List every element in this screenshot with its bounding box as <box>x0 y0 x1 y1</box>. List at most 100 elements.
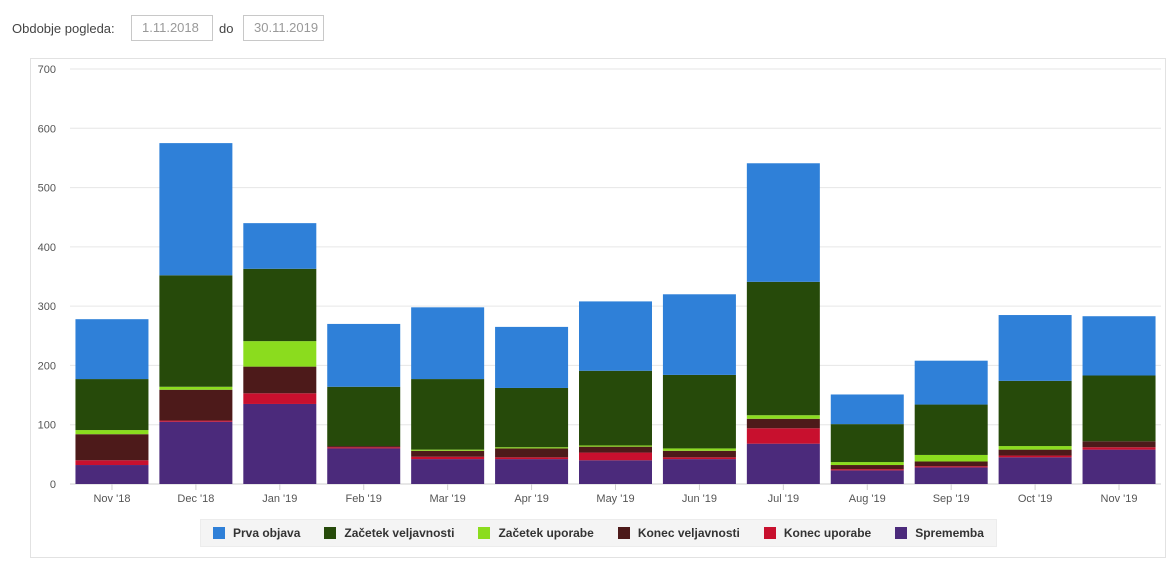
legend-item[interactable]: Začetek uporabe <box>478 526 594 540</box>
bar-segment[interactable] <box>411 459 485 484</box>
bar-segment[interactable] <box>243 366 317 394</box>
bar-segment[interactable] <box>243 341 317 367</box>
bar-segment[interactable] <box>998 449 1072 456</box>
bar-segment[interactable] <box>662 374 736 449</box>
bar-segment[interactable] <box>1082 375 1156 442</box>
bar-segment[interactable] <box>75 319 149 380</box>
from-date-input[interactable]: 1.11.2018 <box>131 15 213 41</box>
bar-segment[interactable] <box>746 443 820 484</box>
bar-segment[interactable] <box>662 294 736 375</box>
legend-item[interactable]: Sprememba <box>895 526 984 540</box>
y-tick-label: 700 <box>38 64 56 76</box>
bar-segment[interactable] <box>75 434 149 461</box>
legend-swatch <box>478 527 491 539</box>
bar-segment[interactable] <box>914 461 988 467</box>
bar-segment[interactable] <box>662 459 736 484</box>
bar-segment[interactable] <box>243 403 317 484</box>
to-label: do <box>219 21 234 36</box>
bar-segment[interactable] <box>579 446 652 453</box>
bar-segment[interactable] <box>830 470 904 484</box>
bar-segment[interactable] <box>1082 441 1156 448</box>
legend-item[interactable]: Konec uporabe <box>763 526 871 540</box>
bar-segment[interactable] <box>746 418 820 429</box>
x-tick-label: Mar '19 <box>429 493 465 505</box>
bar-segment[interactable] <box>579 301 652 371</box>
bar-segment[interactable] <box>1082 447 1156 450</box>
legend-swatch <box>213 527 225 539</box>
bar-segment[interactable] <box>411 456 485 460</box>
bar-segment[interactable] <box>75 465 149 484</box>
bar-segment[interactable] <box>746 281 820 416</box>
legend-item[interactable]: Prva objava <box>213 526 300 540</box>
bar-segment[interactable] <box>327 448 401 484</box>
legend-label: Začetek veljavnosti <box>344 526 455 540</box>
bar-segment[interactable] <box>579 370 652 446</box>
bar-segment[interactable] <box>914 360 988 405</box>
bar-segment[interactable] <box>746 428 820 444</box>
period-label: Obdobje pogleda: <box>12 21 115 36</box>
legend-label: Prva objava <box>233 526 301 540</box>
bar-segment[interactable] <box>746 163 820 282</box>
bar-segment[interactable] <box>998 446 1072 450</box>
bar-segment[interactable] <box>327 386 401 447</box>
bar-segment[interactable] <box>830 394 904 425</box>
y-tick-label: 600 <box>38 123 56 135</box>
bar-segment[interactable] <box>830 469 904 471</box>
legend-label: Sprememba <box>915 526 984 540</box>
bar-segment[interactable] <box>579 452 652 461</box>
chart-legend: Prva objava Začetek veljavnosti Začetek up… <box>200 519 997 547</box>
bar-segment[interactable] <box>243 223 317 269</box>
bar-segment[interactable] <box>998 457 1072 484</box>
bar-segment[interactable] <box>662 448 736 451</box>
bar-segment[interactable] <box>579 460 652 484</box>
bar-segment[interactable] <box>495 457 569 460</box>
bar-segment[interactable] <box>998 455 1072 458</box>
bar-segment[interactable] <box>159 389 233 421</box>
bar-segment[interactable] <box>998 315 1072 381</box>
bar-segment[interactable] <box>495 387 569 448</box>
legend-item[interactable]: Začetek veljavnosti <box>324 526 454 540</box>
bar-segment[interactable] <box>75 430 149 435</box>
bar-segment[interactable] <box>159 275 233 387</box>
bar-segment[interactable] <box>746 415 820 419</box>
x-tick-label: Oct '19 <box>1018 493 1053 505</box>
bar-segment[interactable] <box>495 459 569 484</box>
bar-segment[interactable] <box>159 386 233 390</box>
bar-segment[interactable] <box>914 466 988 468</box>
to-date-input[interactable]: 30.11.2019 <box>243 15 324 41</box>
bar-segment[interactable] <box>914 404 988 455</box>
bar-segment[interactable] <box>159 421 233 484</box>
bar-segment[interactable] <box>998 380 1072 447</box>
bar-segment[interactable] <box>243 268 317 342</box>
bar-segment[interactable] <box>411 307 485 380</box>
bar-segment[interactable] <box>327 447 401 449</box>
legend-item[interactable]: Konec veljavnosti <box>617 526 740 540</box>
bar-segment[interactable] <box>411 449 485 451</box>
bar-segment[interactable] <box>662 457 736 460</box>
bar-segment[interactable] <box>1082 449 1156 484</box>
bar-segment[interactable] <box>159 143 233 276</box>
bar-segment[interactable] <box>914 454 988 462</box>
bar-segment[interactable] <box>914 467 988 484</box>
bar-segment[interactable] <box>411 379 485 450</box>
x-tick-label: Nov '18 <box>93 493 130 505</box>
bar-segment[interactable] <box>75 460 149 466</box>
bar-segment[interactable] <box>327 446 401 448</box>
bar-segment[interactable] <box>243 393 317 404</box>
bar-segment[interactable] <box>579 445 652 447</box>
bar-segment[interactable] <box>411 450 485 457</box>
bar-segment[interactable] <box>495 326 569 388</box>
bar-segment[interactable] <box>1082 316 1156 376</box>
legend-swatch <box>763 527 776 539</box>
y-tick-label: 0 <box>50 479 56 491</box>
bar-segment[interactable] <box>495 447 569 449</box>
bar-segment[interactable] <box>159 420 233 422</box>
bar-segment[interactable] <box>830 462 904 466</box>
bar-segment[interactable] <box>662 450 736 458</box>
bar-segment[interactable] <box>495 448 569 458</box>
bar-segment[interactable] <box>830 465 904 470</box>
bar-segment[interactable] <box>75 379 149 431</box>
legend-swatch <box>895 527 908 539</box>
bar-segment[interactable] <box>830 424 904 463</box>
bar-segment[interactable] <box>327 323 401 387</box>
